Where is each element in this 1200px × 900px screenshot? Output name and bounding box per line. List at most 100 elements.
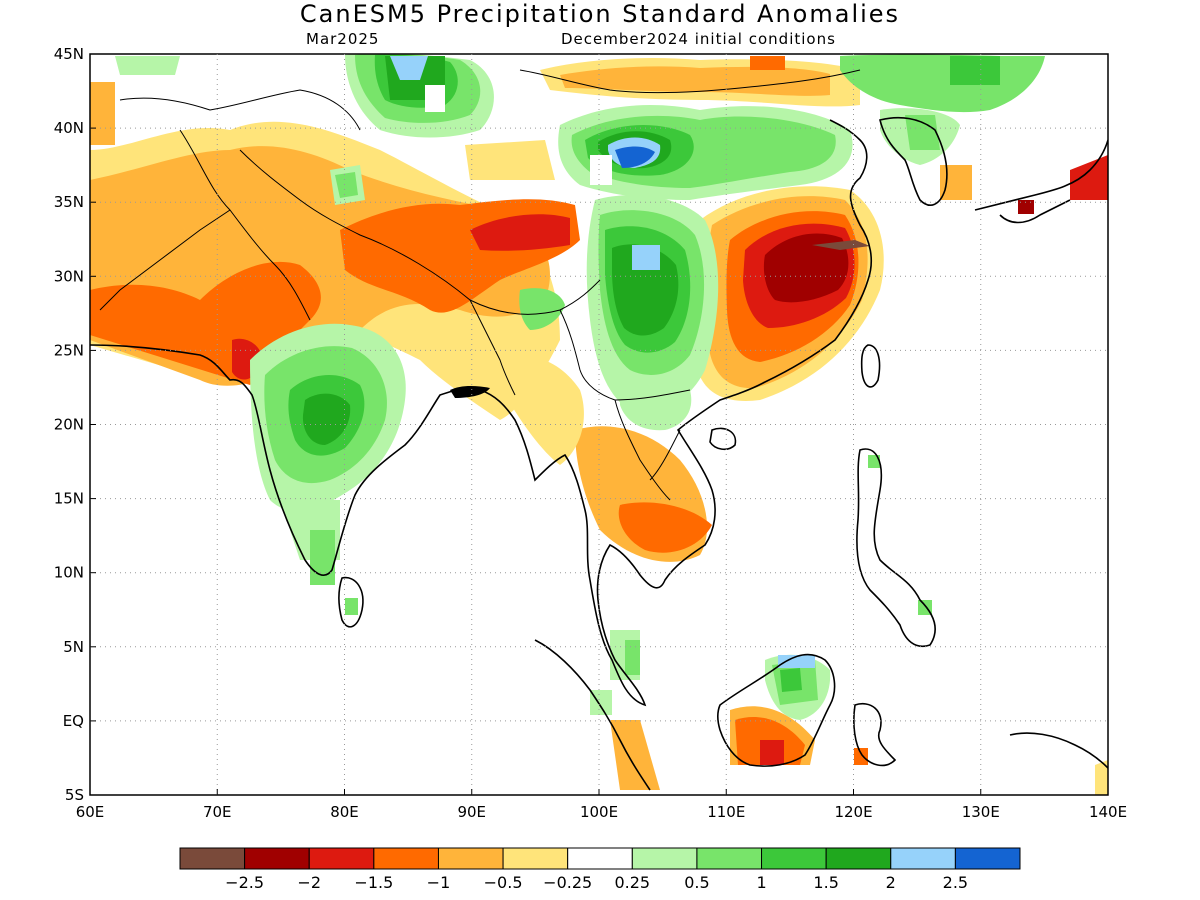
lon-tick-label: 110E (707, 803, 745, 821)
anomaly-region (470, 214, 570, 251)
anomaly-region (868, 455, 880, 468)
anomaly-region (1018, 200, 1034, 214)
coastline-sumatra (534, 639, 651, 791)
colorbar-swatch (761, 847, 827, 870)
anomaly-region (750, 56, 785, 70)
colorbar-swatch (631, 847, 698, 870)
anomaly-region (618, 502, 712, 553)
colorbar-label: 2.5 (943, 873, 968, 892)
anomaly-region (840, 54, 1045, 113)
anomaly-region (760, 740, 784, 765)
lon-tick-label: 140E (1089, 803, 1127, 821)
anomaly-region (390, 56, 428, 80)
latitude-axis: 45N 40N 35N 30N 25N 20N 15N 10N 5N EQ 5S (54, 45, 96, 804)
anomaly-region (950, 56, 1000, 85)
colorbar-label: −2.5 (225, 873, 264, 892)
lat-tick-label: 15N (54, 490, 84, 508)
colorbar-label: −2 (297, 873, 321, 892)
anomaly-region (612, 244, 679, 336)
anomaly-fields (90, 54, 1108, 795)
anomaly-region (778, 655, 815, 668)
anomaly-region (620, 374, 692, 431)
anomaly-region (90, 82, 115, 145)
lon-tick-label: 60E (76, 803, 105, 821)
colorbar-swatch (179, 847, 246, 870)
anomaly-region (632, 245, 660, 270)
colorbar-label: 2 (886, 873, 896, 892)
lon-tick-label: 70E (203, 803, 232, 821)
colorbar-label: 0.25 (614, 873, 650, 892)
coastline-korea (879, 116, 948, 206)
coastline-southeast-asia (479, 119, 872, 707)
anomaly-region (812, 240, 870, 250)
anomaly-region (625, 640, 640, 675)
lat-tick-label: 5N (63, 638, 84, 656)
anomaly-region (763, 233, 849, 303)
colorbar-swatch (890, 847, 956, 870)
coastline-philippines (856, 448, 936, 647)
colorbar-swatch (567, 847, 633, 870)
island-cluster (450, 385, 490, 398)
colorbar-label: −1 (427, 873, 451, 892)
colorbar-swatch (308, 847, 375, 870)
colorbar-label: −0.25 (543, 873, 592, 892)
anomaly-region (115, 56, 180, 75)
anomaly-region (940, 165, 972, 200)
anomaly-region (310, 530, 335, 585)
anomaly-region (560, 66, 830, 96)
anomaly-region (615, 146, 655, 168)
lat-tick-label: 10N (54, 564, 84, 582)
lat-tick-label: 25N (54, 341, 84, 359)
anomaly-region (345, 598, 358, 615)
anomaly-region (1070, 155, 1108, 200)
lon-tick-label: 120E (834, 803, 872, 821)
coastline-borneo (716, 653, 836, 767)
colorbar-swatch (244, 847, 310, 870)
colorbar-label: −1.5 (354, 873, 393, 892)
coastline-srilanka (338, 576, 364, 628)
anomaly-region (780, 668, 802, 692)
anomaly-region (519, 288, 565, 330)
colorbar: −2.5 −2 −1.5 −1 −0.5 −0.25 0.25 0.5 1 1.5 2 2.5 (179, 847, 1021, 892)
colorbar-label: −0.5 (484, 873, 523, 892)
anomaly-region (335, 172, 358, 198)
colorbar-swatch (696, 847, 763, 870)
lat-tick-label: 5S (65, 786, 84, 804)
map-title: CanESM5 Precipitation Standard Anomalies (299, 0, 901, 28)
lon-tick-label: 80E (330, 803, 359, 821)
colorbar-swatch (373, 847, 439, 870)
colorbar-swatch (502, 847, 569, 870)
coastline-hainan (709, 427, 737, 451)
lat-tick-label: 45N (54, 45, 84, 63)
lon-tick-label: 90E (457, 803, 486, 821)
longitude-axis: 60E 70E 80E 90E 100E 110E 120E 130E 140E (76, 789, 1127, 821)
lon-tick-label: 100E (580, 803, 618, 821)
lat-tick-label: 30N (54, 267, 84, 285)
colorbar-swatch (954, 847, 1021, 870)
anomaly-region (500, 356, 584, 465)
colorbar-swatch (825, 847, 892, 870)
coastline-sulawesi (853, 703, 897, 767)
anomaly-region (610, 720, 660, 790)
anomaly-region (905, 115, 940, 150)
lat-tick-label: 35N (54, 193, 84, 211)
anomaly-region (854, 748, 868, 765)
anomaly-region (590, 690, 612, 715)
anomaly-region (465, 140, 555, 180)
border-line (99, 69, 861, 501)
gridlines (90, 54, 1108, 795)
anomaly-region (1095, 760, 1108, 795)
coastline-india (90, 344, 481, 576)
lon-tick-label: 130E (962, 803, 1000, 821)
coastline-new-guinea (1009, 732, 1108, 769)
anomaly-region (302, 393, 351, 445)
colorbar-label: 0.5 (684, 873, 709, 892)
lat-tick-label: 20N (54, 416, 84, 434)
anomaly-region (590, 155, 612, 185)
init-conditions-label: December2024 initial conditions (561, 30, 836, 48)
lat-tick-label: EQ (63, 712, 84, 730)
colorbar-label: 1.5 (813, 873, 838, 892)
coastline-taiwan (860, 344, 881, 388)
anomaly-region (425, 85, 445, 112)
